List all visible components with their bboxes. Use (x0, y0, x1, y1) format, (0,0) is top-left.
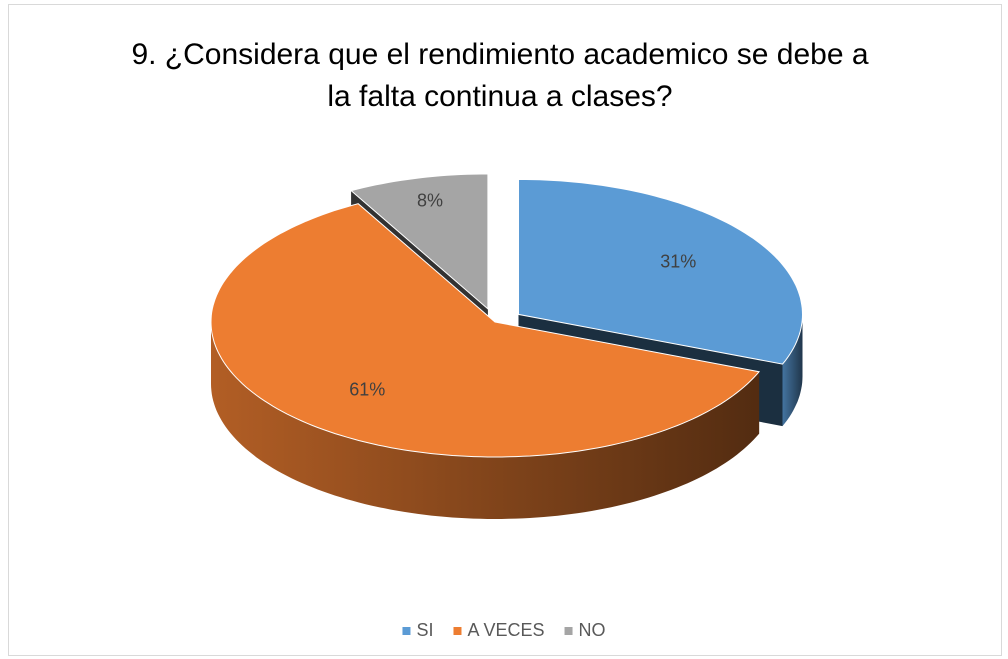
slice (518, 178, 804, 365)
chart-title: 9. ¿Considera que el rendimiento academi… (131, 38, 869, 113)
slice (210, 203, 761, 458)
slice-side (782, 314, 803, 427)
legend-label: A VECES (467, 620, 544, 640)
legend-swatch (402, 627, 411, 635)
slice-side (211, 322, 760, 519)
slice (350, 173, 489, 310)
chart-frame (8, 4, 1002, 656)
legend-swatch (564, 627, 573, 635)
data-label: 31% (660, 252, 696, 272)
data-label: 8% (417, 190, 443, 210)
legend-label: SI (416, 620, 433, 640)
legend-label: NO (579, 620, 606, 640)
legend-swatch (453, 627, 462, 635)
data-label: 61% (349, 380, 385, 400)
